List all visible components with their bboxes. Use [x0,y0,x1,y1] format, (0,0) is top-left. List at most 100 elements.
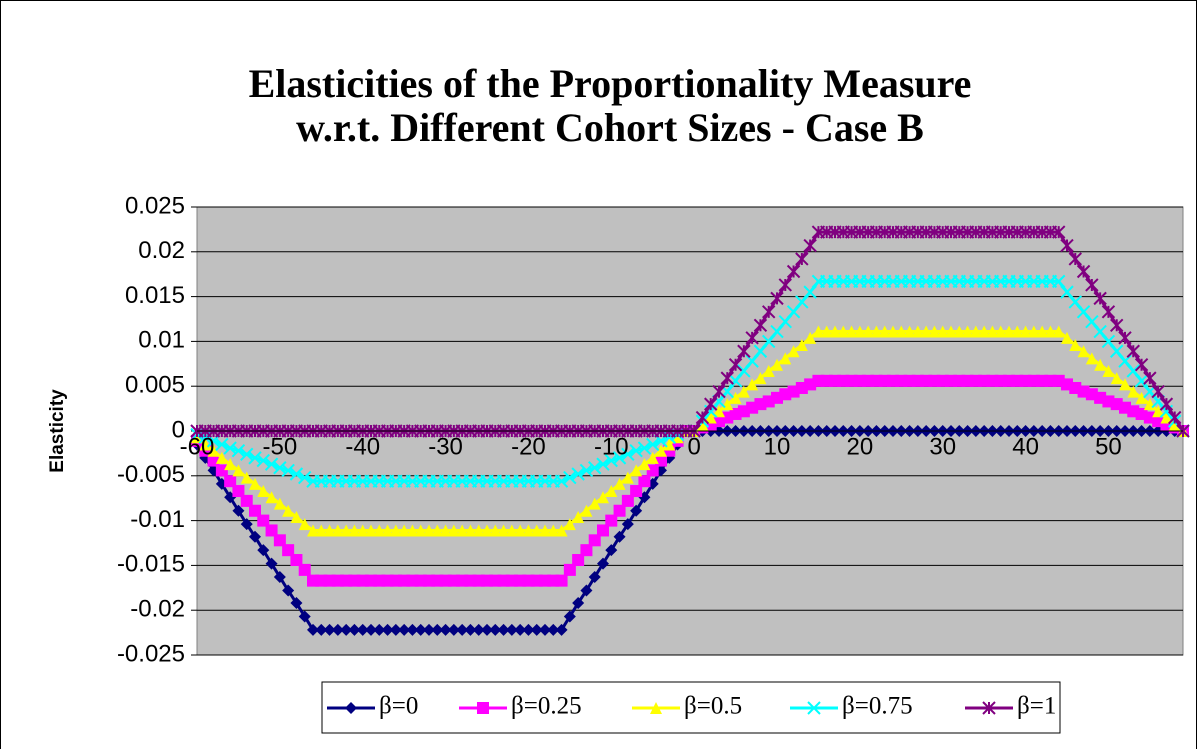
data-point [505,623,518,636]
data-point [398,623,411,636]
data-point [571,467,585,481]
data-point [505,524,518,537]
data-point [281,463,295,478]
legend-marker [982,701,996,715]
y-tick-label: -0.01 [130,506,185,533]
legend-label: β=0.75 [842,693,913,720]
data-point [481,524,493,537]
data-point [597,491,609,504]
data-point [804,331,817,344]
data-point [1152,405,1165,418]
data-point [1027,325,1040,338]
data-point [753,344,768,358]
data-point [646,437,660,452]
data-point [323,524,336,537]
data-point [671,431,684,444]
data-point [746,378,759,391]
data-point [737,364,751,378]
data-point [555,524,568,537]
data-point [315,623,328,636]
data-point [629,444,643,458]
data-point [273,461,287,475]
data-point [290,511,303,524]
data-point [298,470,312,485]
data-point [1061,331,1073,344]
data-point [497,524,510,537]
data-point [331,524,344,537]
data-point [198,430,212,444]
data-point [803,285,817,299]
data-point [770,324,784,339]
data-point [1101,305,1116,319]
data-point [754,372,767,385]
data-point [224,458,237,471]
data-point [820,325,833,338]
x-tick-label: 50 [1095,433,1122,460]
legend-marker [807,701,821,715]
data-point [563,610,576,623]
data-point [340,623,353,636]
data-point [555,623,568,636]
data-point [249,504,261,517]
data-point [472,524,485,537]
data-point [580,584,593,597]
data-point [778,314,792,329]
data-point [737,385,750,398]
data-point [1159,397,1174,411]
data-point [787,345,800,358]
data-point [630,464,643,477]
x-tick-label: -30 [428,433,463,460]
data-point [1118,354,1132,368]
data-point [1118,331,1132,345]
data-point [1110,372,1123,385]
data-point [298,610,311,623]
data-point [837,325,850,338]
data-point [621,518,634,531]
y-tick-label: -0.025 [117,640,185,667]
data-point [728,357,743,372]
data-point [414,524,427,537]
data-point [1143,371,1157,385]
data-point [630,485,643,498]
data-point [588,497,601,510]
data-point [307,524,319,537]
data-point [936,325,949,338]
data-point [298,563,311,576]
x-tick-label: -10 [594,433,629,460]
data-point [878,325,891,338]
data-point [240,447,254,462]
data-point [215,451,228,464]
data-point [273,534,286,547]
data-point [1134,374,1149,388]
y-axis-label: Elasticity [47,389,68,473]
data-point [613,530,626,543]
data-point [439,623,452,636]
data-point [613,477,626,490]
data-point [282,504,295,517]
y-tick-label: 0.025 [125,192,185,219]
data-point [696,418,709,431]
data-point [1168,418,1181,431]
data-point [646,451,659,464]
data-point [1093,291,1107,306]
y-tick-label: 0.005 [125,372,185,399]
legend-label: β=0.5 [684,693,742,720]
data-point [829,325,841,338]
data-point [1085,314,1099,329]
data-point [331,623,344,636]
data-point [770,291,784,306]
data-point [870,325,883,338]
y-tick-label: -0.005 [117,461,185,488]
x-tick-label: 20 [847,433,874,460]
data-point [737,344,751,358]
data-point [257,544,270,557]
data-point [1093,324,1107,339]
data-point [795,295,809,309]
data-point [514,524,527,537]
data-point [588,534,601,547]
data-point [786,305,801,319]
data-point [779,352,792,365]
data-point [1126,344,1140,358]
data-point [1101,334,1116,349]
data-point [778,278,792,292]
